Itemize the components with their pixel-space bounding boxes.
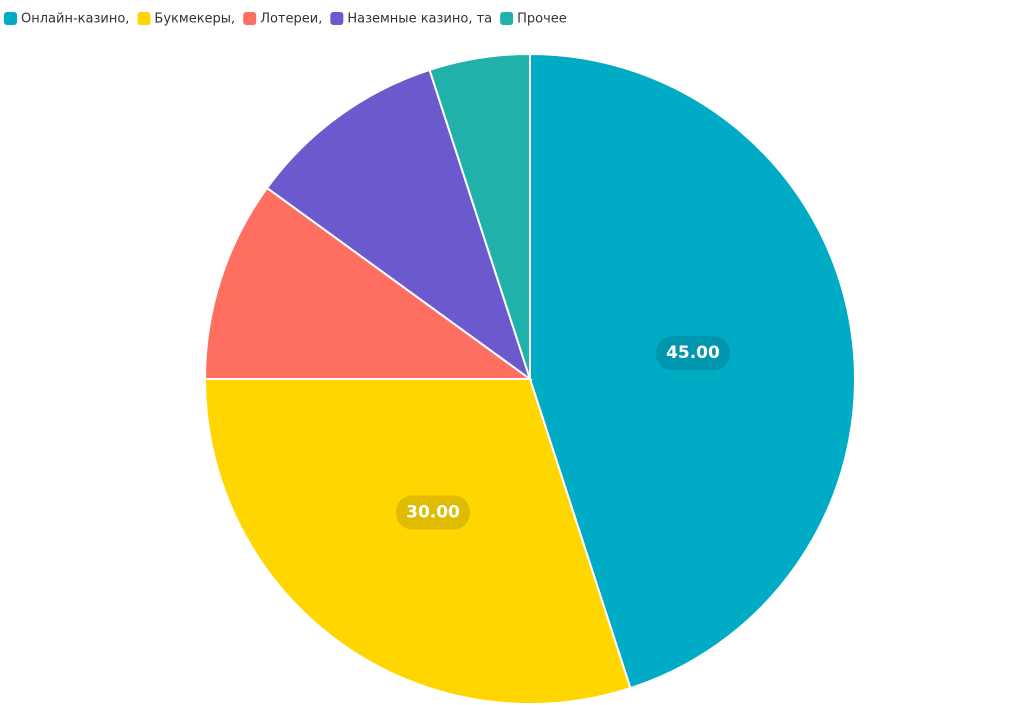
legend-label: Букмекеры, (154, 12, 235, 27)
pie-slice (529, 52, 856, 690)
value-label-group: 45.00 (656, 336, 730, 371)
legend-swatch (4, 12, 17, 25)
legend-swatch (500, 12, 514, 25)
value-label-bg (396, 495, 470, 530)
legend-swatch (243, 12, 257, 25)
value-label: 45.00 (666, 343, 720, 363)
legend-label: Лотереи, (260, 12, 322, 27)
pie-slice (265, 68, 532, 382)
pie-slice (203, 186, 534, 380)
legend-label: Наземные казино, та (347, 12, 492, 27)
value-label-group: 30.00 (396, 495, 470, 530)
legend-swatch (330, 12, 344, 25)
pie-slice (203, 378, 632, 705)
legend-label: Онлайн-казино, (21, 12, 129, 27)
value-label: 30.00 (406, 502, 460, 522)
value-label-bg (656, 336, 730, 371)
legend-label: Прочее (517, 12, 567, 27)
legend-swatch (137, 12, 151, 25)
pie-slice (428, 52, 531, 380)
